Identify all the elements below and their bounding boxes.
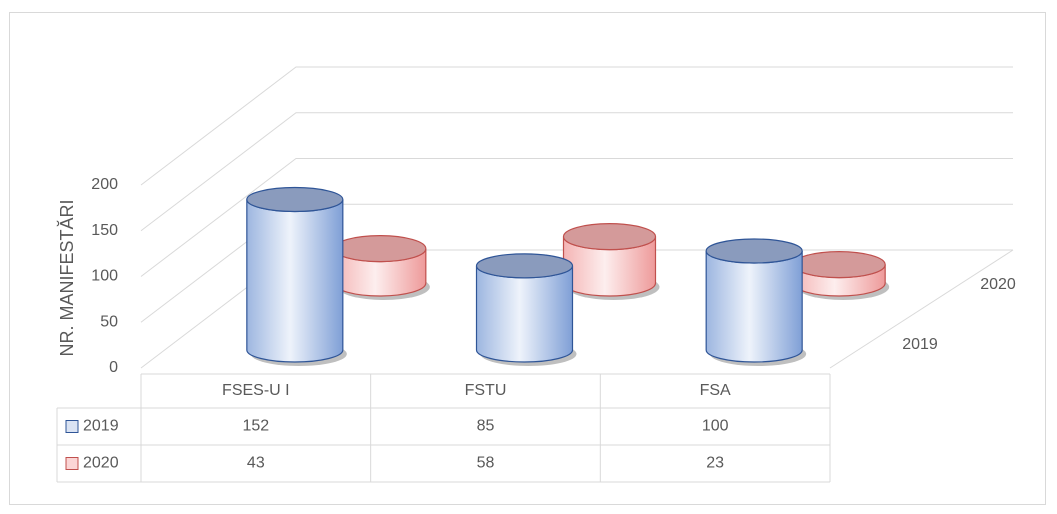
table-value: 85: [477, 418, 495, 435]
table-header: FSES-U I: [222, 382, 290, 399]
table-header: FSA: [700, 382, 731, 399]
cylinder-top: [475, 253, 574, 279]
floor-edge: [829, 249, 1014, 369]
grid-line: [140, 158, 1013, 277]
y-tick-label: 0: [109, 359, 118, 376]
legend-swatch: [65, 457, 79, 470]
cylinder-top: [792, 251, 886, 279]
y-axis-label: NR. MANIFESTĂRI: [57, 199, 77, 356]
grid-line: [140, 112, 1013, 232]
table-value: 100: [702, 418, 729, 435]
cylinder-top: [705, 238, 803, 264]
cylinder-top: [246, 186, 344, 213]
table-value: 58: [477, 455, 495, 472]
cylinder-top: [333, 235, 427, 263]
legend-label: 2019: [83, 418, 119, 435]
y-tick-label: 50: [100, 313, 118, 330]
grid-line: [140, 66, 1013, 186]
cylinder: [475, 265, 574, 363]
table-value: 43: [247, 455, 265, 472]
cylinder: [246, 199, 344, 363]
legend-label: 2020: [83, 455, 119, 472]
y-tick-label: 200: [91, 176, 118, 193]
depth-label: 2020: [980, 276, 1016, 293]
depth-label: 2019: [902, 336, 938, 353]
table-value: 152: [242, 418, 269, 435]
y-tick-label: 150: [91, 222, 118, 239]
table-header: FSTU: [465, 382, 507, 399]
table-value: 23: [706, 455, 724, 472]
y-tick-label: 100: [91, 268, 118, 285]
cylinder: [705, 250, 803, 363]
legend-swatch: [65, 420, 79, 433]
cylinder-top: [562, 223, 657, 251]
